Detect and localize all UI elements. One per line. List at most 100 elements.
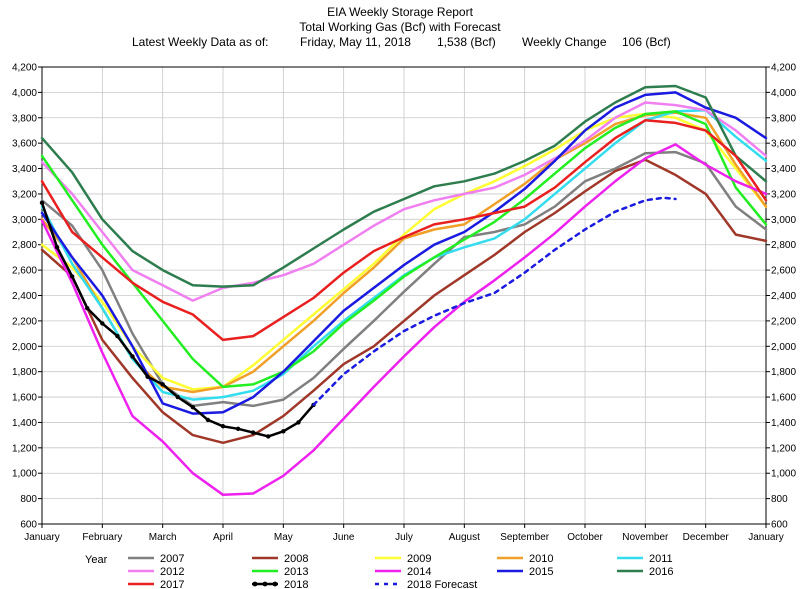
legend-label-2013: 2013 (284, 566, 308, 578)
y-tick-label-right: 3,200 (771, 189, 796, 200)
legend-year-label: Year (85, 554, 108, 566)
series-point-2018 (266, 434, 271, 439)
y-tick-label: 1,400 (12, 418, 37, 429)
y-tick-label: 1,200 (12, 443, 37, 454)
y-tick-label-right: 1,000 (771, 469, 796, 480)
legend-label-2014: 2014 (407, 566, 431, 578)
y-tick-label-right: 4,200 (771, 63, 796, 74)
chart-title: EIA Weekly Storage Report (327, 5, 474, 19)
y-tick-label-right: 600 (771, 520, 788, 531)
y-tick-label: 800 (20, 494, 37, 505)
series-point-2018 (115, 333, 120, 339)
change-value: 106 (Bcf) (622, 35, 671, 49)
x-tick-label: October (567, 532, 603, 543)
y-tick-label-right: 3,600 (771, 139, 796, 150)
latest-label: Latest Weekly Data as of: (132, 35, 269, 49)
y-tick-label-right: 2,400 (771, 291, 796, 302)
y-tick-label-right: 3,000 (771, 215, 796, 226)
y-tick-label-right: 1,400 (771, 418, 796, 429)
x-tick-label: September (500, 532, 550, 543)
y-tick-label-right: 2,800 (771, 240, 796, 251)
y-tick-label: 3,000 (12, 215, 37, 226)
x-tick-label: March (149, 532, 177, 543)
y-tick-label: 1,600 (12, 393, 37, 404)
x-tick-label: August (449, 532, 480, 543)
legend-marker-2018 (262, 581, 268, 587)
y-tick-label: 2,200 (12, 316, 37, 327)
series-point-2018 (100, 321, 105, 326)
chart-subtitle: Total Working Gas (Bcf) with Forecast (299, 20, 501, 34)
y-tick-label-right: 1,600 (771, 393, 796, 404)
series-line-2015 (40, 91, 768, 415)
series-line-2014 (40, 143, 768, 497)
series-point-2018 (235, 426, 241, 431)
y-tick-label: 2,600 (12, 266, 37, 277)
y-tick-label-right: 3,400 (771, 164, 796, 175)
y-tick-label-right: 1,200 (771, 443, 796, 454)
y-tick-label-right: 1,800 (771, 367, 796, 378)
series-line-2013 (40, 110, 768, 389)
y-tick-label-right: 800 (771, 494, 788, 505)
legend-label-2018: 2018 (284, 579, 308, 589)
legend-label-2017: 2017 (160, 579, 184, 589)
y-tick-label: 3,200 (12, 189, 37, 200)
legend-label-2015: 2015 (529, 566, 553, 578)
series-lines (39, 84, 768, 497)
y-tick-label: 1,800 (12, 367, 37, 378)
series-line-2012 (40, 101, 768, 302)
legend-label-2012: 2012 (160, 566, 184, 578)
series-point-2018 (69, 274, 75, 279)
series-line-2018-forecast (312, 196, 677, 407)
legend-label-2011: 2011 (649, 553, 673, 565)
y-tick-label-right: 3,800 (771, 113, 796, 124)
axes: 600 600 800 800 1,000 1,000 1,200 1,200 1,400 1,4… (12, 63, 796, 544)
y-tick-label: 1,000 (12, 469, 37, 480)
y-tick-label: 4,000 (12, 88, 37, 99)
legend-label-2016: 2016 (649, 566, 673, 578)
series-line-2016 (40, 84, 768, 288)
legend-label-2009: 2009 (407, 553, 431, 565)
x-tick-label: December (683, 532, 730, 543)
y-tick-label: 2,400 (12, 291, 37, 302)
y-tick-label: 3,600 (12, 139, 37, 150)
y-tick-label: 2,800 (12, 240, 37, 251)
y-tick-label: 4,200 (12, 63, 37, 74)
x-tick-label: April (213, 532, 233, 543)
series-point-2018 (250, 430, 256, 435)
legend-marker-2018 (272, 581, 278, 587)
x-tick-label: January (748, 532, 784, 543)
y-tick-label-right: 2,200 (771, 316, 796, 327)
y-tick-label-right: 2,000 (771, 342, 796, 353)
legend-label-2010: 2010 (529, 553, 553, 565)
series-point-2018 (85, 305, 90, 311)
x-tick-label: February (82, 532, 122, 543)
latest-date: Friday, May 11, 2018 (300, 35, 411, 49)
legend-label-2008: 2008 (284, 553, 308, 565)
legend: 2007 2008 2009 2010 2011 2012 2013 2014 2015 2016… (128, 553, 673, 589)
change-label: Weekly Change (522, 35, 607, 49)
series-point-2018 (54, 245, 60, 250)
y-tick-label-right: 2,600 (771, 266, 796, 277)
x-tick-label: July (395, 532, 413, 543)
series-line-2017 (40, 119, 768, 342)
series-point-2018 (205, 417, 211, 423)
legend-label-2018-forecast: 2018 Forecast (407, 579, 477, 589)
series-point-2018 (39, 200, 45, 206)
series-point-2018 (296, 420, 301, 425)
y-tick-label: 3,800 (12, 113, 37, 124)
series-point-2018 (190, 405, 196, 410)
y-tick-label-right: 4,000 (771, 88, 796, 99)
series-point-2018 (281, 429, 286, 434)
series-point-2018 (145, 374, 150, 379)
series-point-2018 (160, 382, 165, 387)
legend-marker-2018 (252, 581, 258, 587)
x-tick-label: November (622, 532, 669, 543)
series-point-2018 (175, 394, 180, 400)
y-tick-label: 600 (20, 520, 37, 531)
y-tick-label: 2,000 (12, 342, 37, 353)
x-tick-label: May (274, 532, 293, 543)
legend-label-2007: 2007 (160, 553, 184, 565)
y-tick-label: 3,400 (12, 164, 37, 175)
series-point-2018 (130, 354, 135, 359)
